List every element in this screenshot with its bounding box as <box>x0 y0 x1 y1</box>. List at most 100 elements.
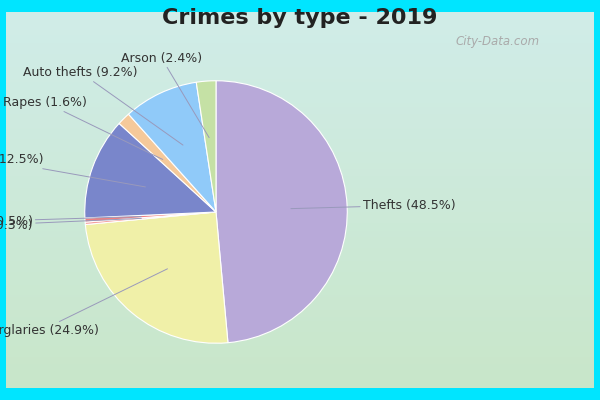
Bar <box>6 378 594 380</box>
Bar <box>6 33 594 34</box>
Bar <box>6 78 594 80</box>
Bar <box>6 241 594 243</box>
Bar <box>6 166 594 168</box>
Bar <box>6 31 594 33</box>
Wedge shape <box>85 212 216 222</box>
Bar <box>6 230 594 232</box>
Bar <box>6 38 594 40</box>
Bar <box>6 114 594 116</box>
Bar <box>6 183 594 185</box>
Bar <box>6 176 594 178</box>
Bar <box>6 292 594 294</box>
Wedge shape <box>216 81 347 343</box>
Bar <box>6 162 594 164</box>
Bar <box>6 337 594 339</box>
Bar <box>6 221 594 222</box>
Bar <box>6 159 594 160</box>
Bar <box>6 384 594 386</box>
Bar <box>6 36 594 38</box>
Bar <box>6 123 594 125</box>
Text: Rapes (1.6%): Rapes (1.6%) <box>3 96 163 160</box>
Bar <box>6 157 594 159</box>
Bar <box>6 117 594 119</box>
Bar <box>6 153 594 155</box>
Bar <box>6 74 594 76</box>
Bar <box>6 266 594 268</box>
Bar <box>6 146 594 147</box>
Text: City-Data.com: City-Data.com <box>456 36 540 48</box>
Bar <box>6 76 594 78</box>
Bar <box>6 189 594 190</box>
Bar <box>6 66 594 68</box>
Bar <box>6 268 594 270</box>
Bar <box>6 251 594 253</box>
Wedge shape <box>119 114 216 212</box>
Bar <box>6 298 594 300</box>
Bar <box>6 25 594 27</box>
Bar <box>6 34 594 36</box>
Bar <box>6 328 594 330</box>
Bar <box>6 108 594 110</box>
Bar <box>6 155 594 157</box>
Bar <box>6 311 594 313</box>
Bar <box>6 151 594 153</box>
Text: Auto thefts (9.2%): Auto thefts (9.2%) <box>23 66 183 145</box>
Bar <box>6 286 594 288</box>
Wedge shape <box>85 124 216 218</box>
Bar <box>6 316 594 318</box>
Bar <box>6 132 594 134</box>
Bar <box>6 144 594 146</box>
Bar <box>6 318 594 320</box>
Text: Assaults (12.5%): Assaults (12.5%) <box>0 153 145 187</box>
Bar <box>6 335 594 337</box>
Bar <box>6 192 594 194</box>
Bar <box>6 305 594 307</box>
Bar <box>6 42 594 44</box>
Bar <box>6 190 594 192</box>
Bar <box>6 40 594 42</box>
Bar <box>6 354 594 356</box>
Bar <box>6 57 594 59</box>
Bar <box>6 322 594 324</box>
Bar <box>6 345 594 347</box>
Bar <box>6 283 594 285</box>
Bar <box>6 371 594 373</box>
Bar <box>6 366 594 367</box>
Bar <box>6 170 594 172</box>
Bar <box>6 97 594 98</box>
Bar <box>6 164 594 166</box>
Bar <box>6 130 594 132</box>
Bar <box>6 22 594 23</box>
Bar <box>6 112 594 114</box>
Bar <box>6 309 594 311</box>
Bar <box>6 65 594 66</box>
Text: Arson (2.4%): Arson (2.4%) <box>121 52 209 138</box>
Bar <box>6 275 594 277</box>
Bar <box>6 260 594 262</box>
Bar <box>6 125 594 127</box>
Bar <box>6 219 594 221</box>
Bar <box>6 174 594 176</box>
Bar <box>6 181 594 183</box>
Bar <box>6 134 594 136</box>
Bar <box>6 348 594 350</box>
Bar <box>6 369 594 371</box>
Bar <box>6 296 594 298</box>
Text: Burglaries (24.9%): Burglaries (24.9%) <box>0 269 167 337</box>
Bar <box>6 341 594 343</box>
Bar <box>6 204 594 206</box>
Bar <box>6 234 594 236</box>
Bar <box>6 18 594 20</box>
Bar <box>6 211 594 213</box>
Text: Murders (0.3%): Murders (0.3%) <box>0 218 142 232</box>
Bar <box>6 360 594 362</box>
Bar <box>6 198 594 200</box>
Bar <box>6 142 594 144</box>
Bar <box>6 236 594 238</box>
Bar <box>6 272 594 273</box>
Bar <box>6 202 594 204</box>
Bar <box>6 95 594 96</box>
Bar <box>6 206 594 208</box>
Bar <box>6 386 594 388</box>
Bar <box>6 44 594 46</box>
